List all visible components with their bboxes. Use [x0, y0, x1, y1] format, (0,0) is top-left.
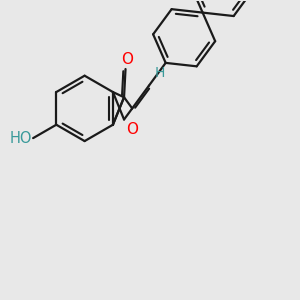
Text: H: H: [154, 66, 165, 80]
Text: O: O: [121, 52, 133, 67]
Text: O: O: [126, 122, 138, 137]
Text: HO: HO: [9, 130, 32, 146]
